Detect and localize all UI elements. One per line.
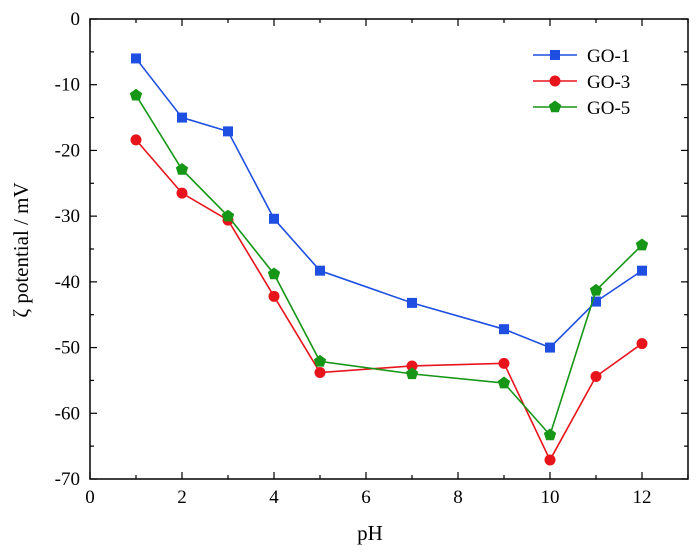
series-line-go-1 (135, 57, 643, 349)
series-line-go-5 (135, 94, 643, 437)
data-point-go-1 (591, 296, 601, 307)
data-point-go-5 (175, 162, 189, 175)
y-tick-label: -40 (55, 272, 80, 293)
series-go-5 (129, 88, 649, 441)
data-point-go-5 (543, 428, 557, 441)
data-point-go-5 (589, 283, 603, 296)
legend-marker (549, 75, 561, 87)
series-go-1 (131, 53, 647, 353)
data-point-go-3 (176, 187, 188, 199)
x-axis-title: pH (357, 521, 383, 545)
y-tick-label: -70 (55, 469, 80, 490)
data-point-go-3 (314, 367, 326, 379)
x-tick-label: 12 (633, 487, 652, 508)
x-tick-label: 4 (269, 487, 279, 508)
data-point-go-1 (177, 112, 187, 123)
data-point-go-1 (223, 126, 233, 137)
data-point-go-1 (269, 213, 279, 224)
series-layer (129, 53, 649, 466)
data-point-go-3 (590, 370, 602, 382)
data-point-go-5 (405, 367, 419, 380)
x-tick-label: 2 (177, 487, 187, 508)
series-line-go-3 (135, 139, 643, 462)
legend-marker (548, 100, 562, 113)
data-point-go-1 (637, 265, 647, 276)
data-point-go-3 (268, 290, 280, 302)
x-tick-label: 8 (453, 487, 463, 508)
data-point-go-5 (129, 88, 143, 101)
legend: GO-1 GO-3 GO-5 (533, 46, 630, 119)
data-point-go-5 (497, 376, 511, 389)
legend-label: GO-3 (587, 72, 630, 93)
data-point-go-3 (498, 357, 510, 369)
data-point-go-3 (544, 454, 556, 466)
y-axis-title: ζ potential / mV (9, 182, 33, 317)
x-tick-label: 0 (85, 487, 95, 508)
x-axis: 0 2 4 6 8 10 12 (85, 19, 689, 508)
y-tick-label: -10 (55, 75, 80, 96)
y-tick-label: -30 (55, 206, 80, 227)
data-point-go-5 (267, 267, 281, 280)
legend-label: GO-1 (587, 46, 630, 67)
data-point-go-1 (407, 297, 417, 308)
data-point-go-3 (130, 134, 142, 146)
y-tick-label: -50 (55, 338, 80, 359)
x-tick-label: 10 (541, 487, 560, 508)
data-point-go-1 (315, 265, 325, 276)
legend-item-go-5: GO-5 (533, 98, 630, 119)
data-point-go-1 (499, 324, 509, 335)
data-point-go-1 (545, 342, 555, 353)
y-tick-label: 0 (71, 9, 81, 30)
data-point-go-3 (636, 338, 648, 350)
data-point-go-5 (221, 209, 235, 222)
data-point-go-5 (313, 354, 327, 367)
legend-item-go-1: GO-1 (533, 46, 630, 67)
y-axis: 0 -10 -20 -30 -40 -50 -60 -70 (55, 9, 688, 490)
data-point-go-3 (406, 360, 418, 372)
y-tick-label: -20 (55, 140, 80, 161)
series-go-3 (130, 134, 648, 466)
y-tick-label: -60 (55, 403, 80, 424)
legend-label: GO-5 (587, 98, 630, 119)
x-tick-label: 6 (361, 487, 371, 508)
legend-item-go-3: GO-3 (533, 72, 630, 93)
legend-marker (550, 50, 560, 60)
data-point-go-5 (635, 238, 649, 251)
data-point-go-1 (131, 53, 141, 64)
